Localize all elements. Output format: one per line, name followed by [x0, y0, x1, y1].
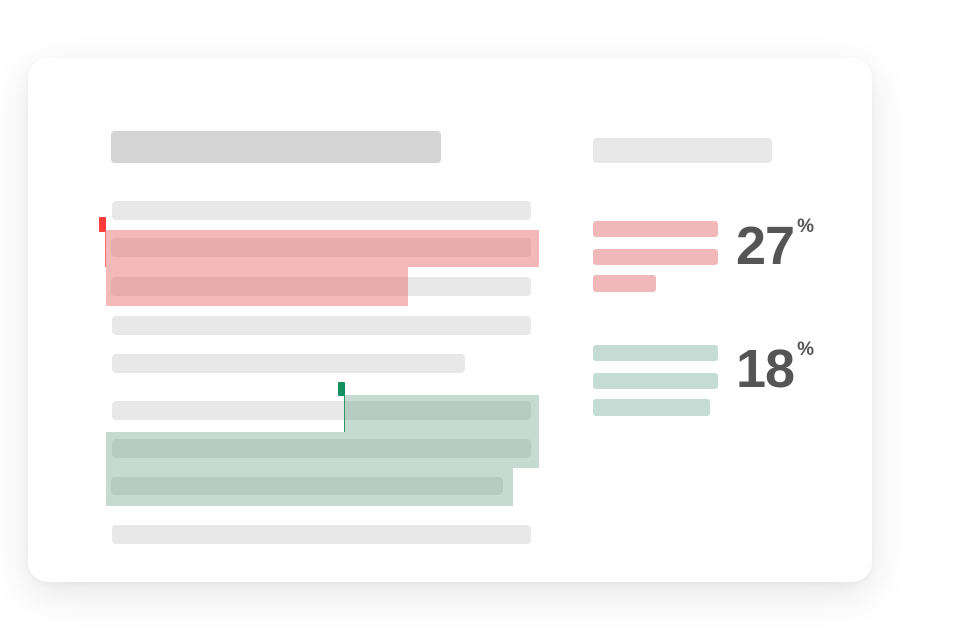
source-line — [593, 249, 718, 265]
document-title-placeholder — [111, 131, 441, 163]
source-line — [593, 345, 718, 361]
highlight-segment — [106, 468, 513, 506]
text-line — [111, 477, 503, 495]
percentage-value: 18 — [736, 339, 795, 399]
source-line — [593, 373, 718, 389]
percent-sign: % — [797, 216, 814, 237]
highlight-segment — [344, 395, 539, 432]
text-line — [112, 201, 531, 220]
source-line — [593, 275, 656, 292]
match-percentage: 27% — [736, 216, 814, 276]
text-line — [112, 525, 531, 544]
text-line — [112, 354, 465, 373]
percent-sign: % — [797, 339, 814, 360]
match-percentage: 18% — [736, 339, 814, 399]
text-line — [112, 401, 531, 420]
text-line — [112, 316, 531, 335]
highlight-segment — [106, 230, 539, 267]
red-match-flag-icon — [99, 217, 106, 232]
text-line — [112, 439, 531, 458]
percentage-value: 27 — [736, 216, 795, 276]
green-match-cursor — [344, 395, 345, 432]
green-match-flag-icon — [338, 382, 345, 396]
highlight-segment — [106, 432, 539, 468]
text-line — [111, 277, 531, 296]
source-line — [593, 221, 718, 237]
text-line — [111, 238, 531, 257]
results-header-placeholder — [593, 138, 772, 163]
source-line — [593, 399, 710, 416]
highlight-segment — [106, 267, 408, 306]
red-match-cursor — [105, 230, 106, 267]
